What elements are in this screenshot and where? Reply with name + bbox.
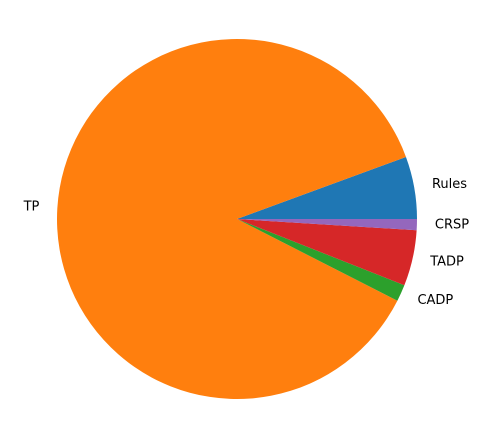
pie-slice-crsp <box>237 219 417 231</box>
pie-label-tadp: TADP <box>429 255 464 270</box>
pie-label-crsp: CRSP <box>435 218 469 233</box>
pie-label-rules: Rules <box>432 177 467 192</box>
pie-label-tp: TP <box>23 200 40 215</box>
pie-slice-tadp <box>237 219 417 286</box>
pie-slice-rules <box>237 156 417 219</box>
pie-slice-tp <box>56 39 406 400</box>
pie-label-cadp: CADP <box>417 293 453 308</box>
pie-slice-cadp <box>237 219 405 301</box>
